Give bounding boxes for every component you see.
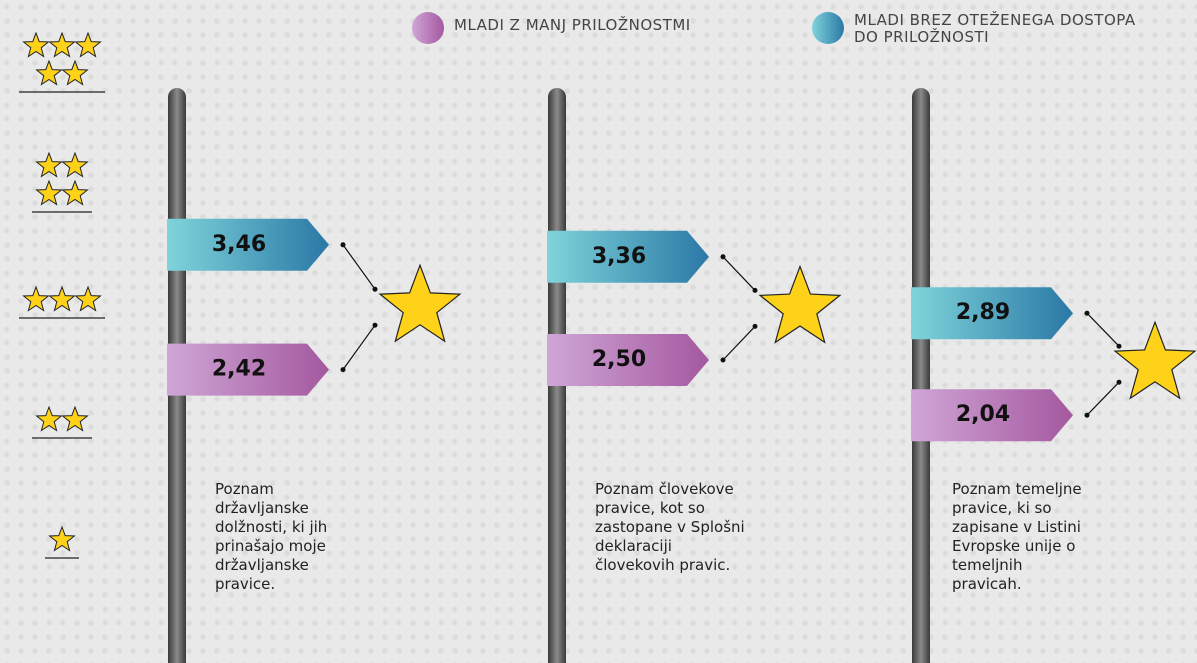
tick-star xyxy=(48,31,76,58)
connector xyxy=(342,244,376,290)
legend-label: MLADI Z MANJ PRILOŽNOSTMI xyxy=(454,16,691,34)
y-tick-label xyxy=(32,151,92,213)
star xyxy=(378,263,462,343)
connector xyxy=(1086,381,1120,416)
connector-dot xyxy=(1116,379,1122,385)
data-label: 3,36 xyxy=(592,244,646,269)
y-tick-label xyxy=(45,525,79,559)
data-label: 2,04 xyxy=(956,402,1010,427)
category-label: Poznam državljanske dolžnosti, ki jih pr… xyxy=(215,480,328,593)
star xyxy=(1113,320,1197,400)
connector-dot xyxy=(340,367,346,373)
connector-dot xyxy=(1084,412,1090,418)
y-tick-label xyxy=(19,285,105,319)
tick-star xyxy=(22,285,50,312)
legend-swatch xyxy=(412,12,444,44)
arrow-bar xyxy=(547,230,709,283)
tick-star xyxy=(74,285,102,312)
data-label: 3,46 xyxy=(212,232,266,257)
tick-star xyxy=(74,31,102,58)
arrow-bar xyxy=(547,334,709,386)
tick-star xyxy=(35,405,63,432)
star xyxy=(758,264,842,344)
connector-dot xyxy=(1116,343,1122,349)
tick-star xyxy=(61,405,89,432)
connector-dot xyxy=(340,242,346,248)
connector xyxy=(722,325,756,361)
arrow-bar xyxy=(167,343,329,396)
data-label: 2,42 xyxy=(212,357,266,382)
tick-star xyxy=(35,59,63,86)
connector-dot xyxy=(752,287,758,293)
tick-star xyxy=(35,179,63,206)
legend-swatch xyxy=(812,12,844,44)
connector xyxy=(342,324,376,370)
y-tick-label xyxy=(32,405,92,439)
connector-dot xyxy=(1084,310,1090,316)
legend-item: MLADI BREZ OTEŽENEGA DOSTOPA DO PRILOŽNO… xyxy=(812,12,1154,46)
tick-star xyxy=(35,151,63,178)
connector-dot xyxy=(720,254,726,260)
category-label: Poznam človekove pravice, kot so zastopa… xyxy=(595,480,745,574)
legend-item: MLADI Z MANJ PRILOŽNOSTMI xyxy=(412,12,814,44)
pole xyxy=(912,88,930,663)
connector-dot xyxy=(372,322,378,328)
connector-dot xyxy=(372,286,378,292)
category-label: Poznam temeljne pravice, ki so zapisane … xyxy=(952,480,1082,593)
legend-label: MLADI BREZ OTEŽENEGA DOSTOPA DO PRILOŽNO… xyxy=(854,11,1136,46)
data-label: 2,89 xyxy=(956,300,1010,325)
connector-dot xyxy=(720,357,726,363)
arrow-bar xyxy=(167,218,329,271)
connector xyxy=(1086,312,1120,347)
tick-star xyxy=(48,525,76,552)
tick-star xyxy=(61,59,89,86)
y-tick-label xyxy=(19,31,105,93)
connector xyxy=(722,256,756,291)
arrow-bar xyxy=(911,287,1073,340)
connector-dot xyxy=(752,323,758,329)
tick-star xyxy=(48,285,76,312)
arrow-bar xyxy=(911,389,1073,442)
tick-star xyxy=(22,31,50,58)
tick-star xyxy=(61,179,89,206)
tick-star xyxy=(61,151,89,178)
data-label: 2,50 xyxy=(592,347,646,372)
